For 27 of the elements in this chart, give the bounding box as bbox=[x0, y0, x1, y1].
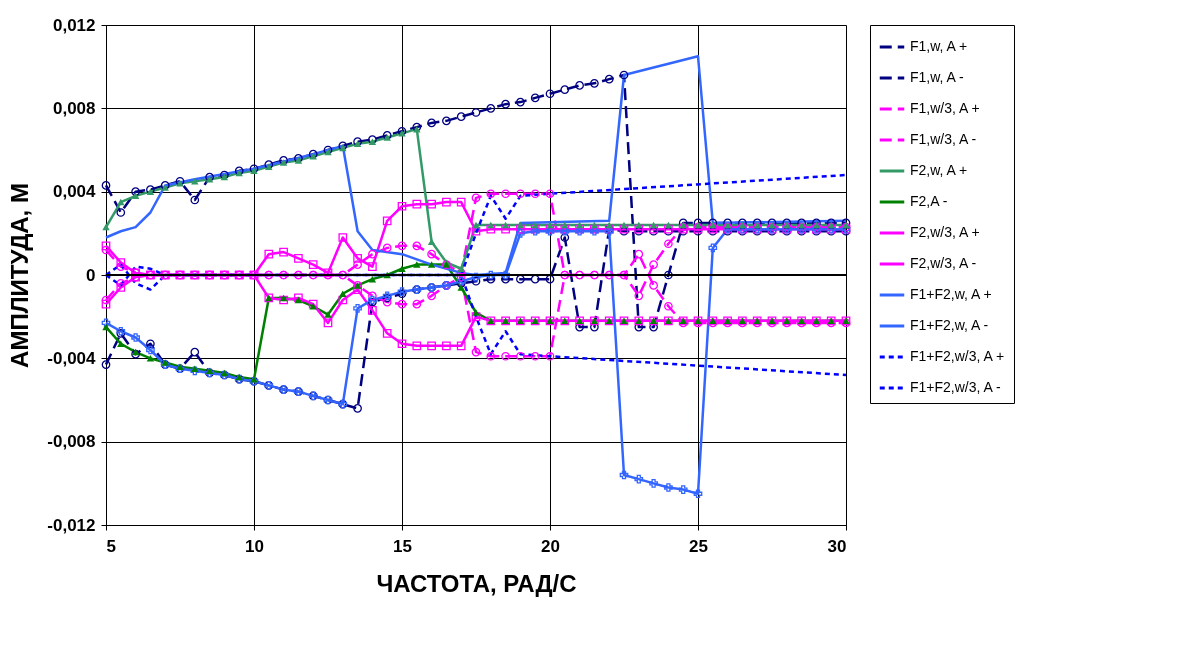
y-tick-label: -0,008 bbox=[47, 432, 96, 452]
legend-label: F2,w, A + bbox=[910, 162, 968, 178]
legend-label: F2,A - bbox=[910, 193, 948, 209]
y-axis-title: АМПЛИТУДА, М bbox=[6, 183, 34, 368]
legend-label: F1,w, A + bbox=[910, 38, 968, 54]
x-tick-label: 20 bbox=[541, 536, 560, 556]
x-axis-title: ЧАСТОТА, РАД/С bbox=[376, 569, 577, 597]
legend-label: F2,w/3, A + bbox=[910, 224, 980, 240]
x-tick-label: 10 bbox=[245, 536, 264, 556]
x-tick-label: 5 bbox=[106, 536, 116, 556]
legend-label: F1+F2,w/3, A - bbox=[910, 379, 1001, 395]
y-tick-label: 0,004 bbox=[52, 182, 97, 202]
legend-label: F1+F2,w, A - bbox=[910, 317, 989, 333]
legend-label: F1+F2,w/3, A + bbox=[910, 348, 1005, 364]
y-tick-label: -0,012 bbox=[47, 515, 96, 535]
y-tick-label: -0,004 bbox=[47, 348, 97, 368]
x-tick-label: 25 bbox=[689, 536, 708, 556]
x-tick-label: 15 bbox=[393, 536, 412, 556]
y-tick-label: 0,008 bbox=[52, 98, 96, 118]
legend-label: F1,w/3, A - bbox=[910, 131, 977, 147]
legend-label: F1+F2,w, A + bbox=[910, 286, 992, 302]
legend-label: F1,w/3, A + bbox=[910, 100, 980, 116]
x-tick-label: 30 bbox=[827, 536, 847, 556]
y-tick-label: 0 bbox=[86, 265, 96, 285]
legend-label: F1,w, A - bbox=[910, 69, 965, 85]
y-tick-label: 0,012 bbox=[52, 15, 96, 35]
legend-label: F2,w/3, A - bbox=[910, 255, 977, 271]
